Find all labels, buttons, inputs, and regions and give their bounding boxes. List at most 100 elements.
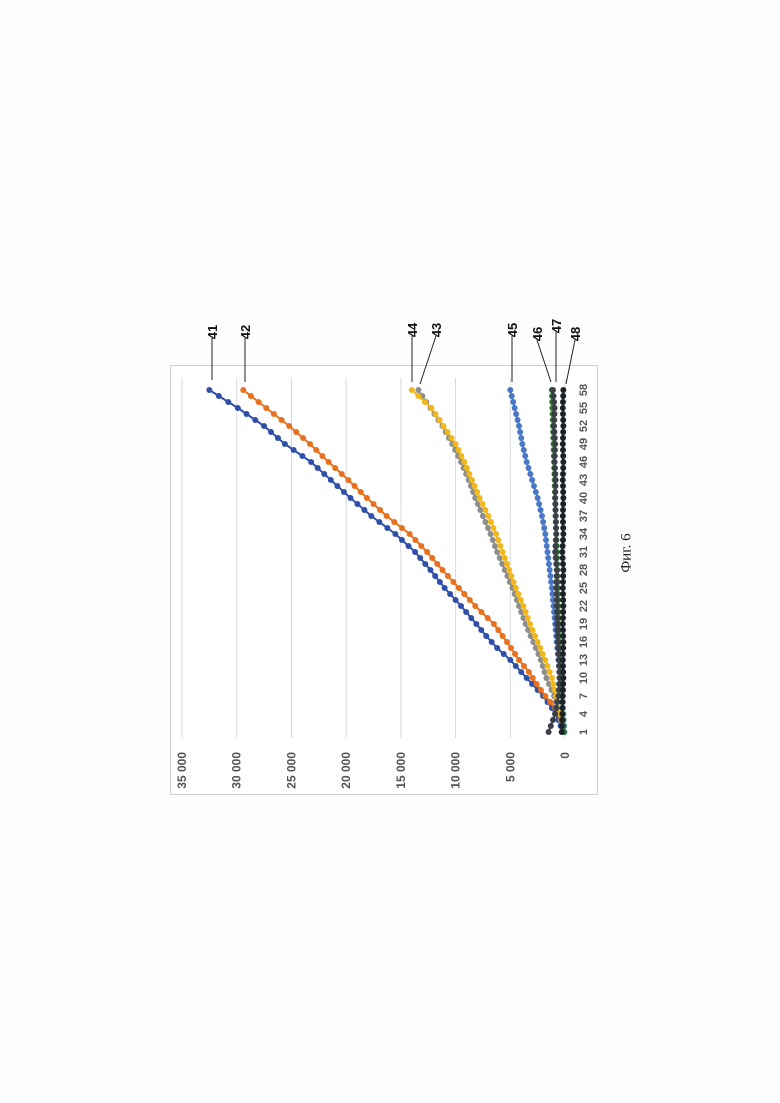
data-point-45	[543, 537, 549, 543]
data-point-45	[542, 531, 548, 537]
data-point-47	[550, 717, 556, 723]
callout-label-47: 47	[549, 319, 564, 333]
x-tick-label: 43	[578, 474, 590, 486]
data-point-44	[513, 585, 519, 591]
callout-label-41: 41	[205, 325, 220, 339]
data-point-41	[268, 429, 274, 435]
data-point-41	[478, 627, 484, 633]
data-point-42	[424, 549, 430, 555]
data-point-45	[547, 573, 553, 579]
data-point-48	[560, 531, 566, 537]
data-point-45	[507, 387, 513, 393]
data-point-42	[307, 441, 313, 447]
data-point-48	[560, 465, 566, 471]
y-tick-label: 25 000	[284, 752, 298, 789]
data-point-44	[488, 519, 494, 525]
data-point-42	[461, 591, 467, 597]
data-point-45	[548, 579, 554, 585]
data-point-45	[529, 477, 535, 483]
data-point-44	[480, 501, 486, 507]
data-point-41	[354, 501, 360, 507]
data-point-41	[361, 507, 367, 513]
data-point-44	[542, 657, 548, 663]
data-point-48	[560, 525, 566, 531]
data-point-44	[506, 567, 512, 573]
data-point-42	[516, 657, 522, 663]
data-point-42	[240, 387, 246, 393]
y-tick-label: 30 000	[230, 752, 244, 789]
data-point-42	[542, 693, 548, 699]
data-point-45	[517, 429, 523, 435]
data-point-48	[560, 561, 566, 567]
data-point-48	[560, 603, 566, 609]
data-point-41	[442, 585, 448, 591]
data-point-41	[468, 615, 474, 621]
data-point-47	[552, 405, 558, 411]
data-point-48	[560, 435, 566, 441]
data-point-47	[555, 627, 561, 633]
figure-caption: Фиг. 6	[619, 533, 636, 572]
x-tick-label: 58	[578, 384, 590, 396]
data-point-42	[495, 627, 501, 633]
data-point-44	[409, 387, 415, 393]
data-point-42	[279, 417, 285, 423]
data-point-48	[560, 429, 566, 435]
data-point-44	[469, 477, 475, 483]
data-point-48	[560, 477, 566, 483]
data-point-48	[560, 447, 566, 453]
data-point-47	[550, 387, 556, 393]
data-point-41	[216, 393, 222, 399]
data-point-44	[497, 543, 503, 549]
data-point-45	[512, 405, 518, 411]
data-point-45	[539, 513, 545, 519]
data-point-45	[533, 489, 539, 495]
data-point-42	[534, 681, 540, 687]
data-point-41	[447, 591, 453, 597]
data-point-44	[472, 483, 478, 489]
data-point-42	[508, 645, 514, 651]
data-point-48	[560, 387, 566, 393]
data-point-47	[552, 711, 558, 717]
data-point-43	[477, 507, 483, 513]
data-point-44	[449, 435, 455, 441]
data-point-45	[522, 453, 528, 459]
data-point-42	[313, 447, 319, 453]
data-point-42	[526, 669, 532, 675]
x-tick-label: 19	[578, 618, 590, 630]
data-point-41	[321, 471, 327, 477]
x-tick-label: 22	[578, 600, 590, 612]
data-point-42	[478, 609, 484, 615]
callout-label-42: 42	[238, 325, 253, 339]
data-point-43	[497, 555, 503, 561]
data-point-41	[384, 525, 390, 531]
data-point-41	[275, 435, 281, 441]
data-point-44	[547, 669, 553, 675]
data-point-42	[504, 639, 510, 645]
data-point-41	[483, 633, 489, 639]
data-point-42	[364, 495, 370, 501]
data-point-44	[437, 417, 443, 423]
data-point-42	[530, 675, 536, 681]
data-point-41	[308, 459, 314, 465]
data-point-44	[458, 453, 464, 459]
data-point-42	[256, 399, 262, 405]
data-point-42	[319, 453, 325, 459]
data-point-48	[560, 633, 566, 639]
data-point-44	[508, 573, 514, 579]
data-point-47	[554, 699, 560, 705]
data-point-42	[538, 687, 544, 693]
data-point-48	[560, 459, 566, 465]
data-point-47	[548, 723, 554, 729]
x-tick-label: 7	[578, 693, 590, 699]
data-point-43	[542, 669, 548, 675]
y-tick-label: 5 000	[503, 752, 517, 782]
data-point-44	[502, 555, 508, 561]
data-point-47	[555, 633, 561, 639]
data-point-44	[549, 675, 555, 681]
data-point-44	[520, 603, 526, 609]
data-point-48	[559, 717, 565, 723]
callout-label-44: 44	[405, 322, 420, 337]
data-point-48	[560, 441, 566, 447]
data-point-43	[543, 675, 549, 681]
